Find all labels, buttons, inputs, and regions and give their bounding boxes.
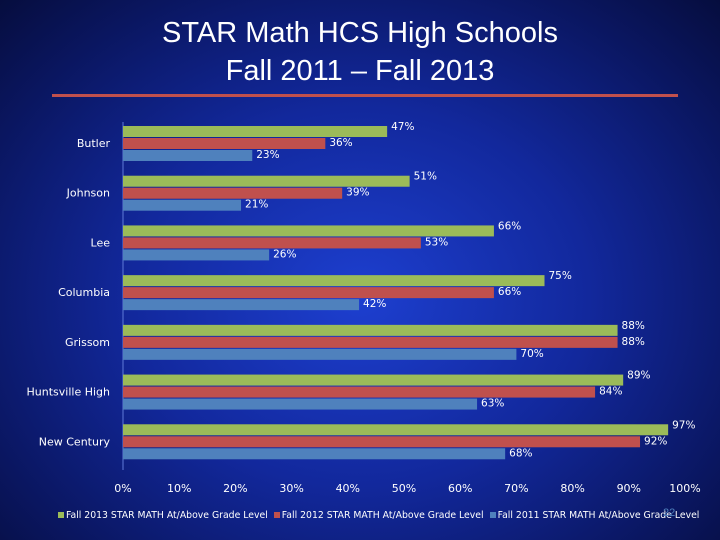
bar-columbia-fall-2011: [123, 299, 360, 311]
data-label-grissom-fall-2013: 88%: [622, 320, 645, 332]
bar-johnson-fall-2011: [123, 199, 242, 211]
bar-johnson-fall-2013: [123, 175, 410, 187]
x-tick-label: 90%: [617, 482, 641, 495]
data-label-lee-fall-2013: 66%: [498, 220, 521, 232]
legend-item-fall-2011: Fall 2011 STAR MATH At/Above Grade Level: [489, 509, 700, 521]
data-label-huntsville-high-fall-2011: 63%: [481, 398, 504, 410]
data-label-columbia-fall-2013: 75%: [549, 270, 572, 282]
data-label-butler-fall-2013: 47%: [391, 121, 414, 133]
bar-columbia-fall-2013: [123, 275, 545, 287]
category-label-columbia: Columbia: [58, 286, 110, 299]
bar-new-century-fall-2011: [123, 448, 506, 460]
bar-huntsville-high-fall-2012: [123, 386, 596, 398]
x-tick-label: 100%: [669, 482, 700, 495]
data-label-new-century-fall-2012: 92%: [644, 435, 667, 447]
x-tick-label: 50%: [392, 482, 416, 495]
data-label-johnson-fall-2012: 39%: [346, 187, 369, 199]
category-label-huntsville-high: Huntsville High: [27, 386, 111, 399]
data-label-butler-fall-2011: 23%: [256, 149, 279, 161]
chart-legend: Fall 2013 STAR MATH At/Above Grade Level…: [58, 508, 703, 522]
bar-butler-fall-2013: [123, 126, 388, 137]
bar-grissom-fall-2012: [123, 336, 618, 348]
data-label-grissom-fall-2012: 88%: [622, 336, 645, 348]
bar-grissom-fall-2013: [123, 324, 618, 336]
legend-label-fall-2013: Fall 2013 STAR MATH At/Above Grade Level: [66, 509, 268, 521]
legend-item-fall-2012: Fall 2012 STAR MATH At/Above Grade Level: [273, 509, 484, 521]
title-line-1: STAR Math HCS High Schools: [162, 17, 558, 49]
bar-butler-fall-2012: [123, 138, 326, 149]
x-tick-label: 20%: [223, 482, 247, 495]
category-label-lee: Lee: [91, 236, 111, 249]
bar-new-century-fall-2013: [123, 424, 669, 436]
category-label-butler: Butler: [77, 137, 111, 150]
data-label-new-century-fall-2013: 97%: [672, 419, 695, 431]
category-label-grissom: Grissom: [65, 336, 110, 349]
title-divider: [52, 94, 678, 97]
bar-huntsville-high-fall-2013: [123, 374, 624, 386]
bar-grissom-fall-2011: [123, 348, 517, 360]
data-label-lee-fall-2011: 26%: [273, 248, 296, 260]
x-tick-label: 10%: [167, 482, 191, 495]
x-tick-label: 80%: [560, 482, 584, 495]
x-tick-label: 70%: [504, 482, 528, 495]
bar-butler-fall-2011: [123, 150, 253, 161]
legend-swatch-fall-2012: [273, 512, 280, 518]
data-label-grissom-fall-2011: 70%: [520, 348, 543, 360]
category-label-new-century: New Century: [39, 435, 111, 448]
category-label-johnson: Johnson: [66, 187, 110, 200]
x-tick-label: 40%: [336, 482, 360, 495]
x-tick-label: 30%: [279, 482, 303, 495]
bar-lee-fall-2011: [123, 249, 270, 261]
data-label-new-century-fall-2011: 68%: [509, 447, 532, 459]
legend-swatch-fall-2011: [489, 512, 496, 518]
data-label-huntsville-high-fall-2012: 84%: [599, 386, 622, 398]
data-label-johnson-fall-2013: 51%: [414, 171, 437, 183]
data-label-columbia-fall-2011: 42%: [363, 298, 386, 310]
data-label-huntsville-high-fall-2013: 89%: [627, 370, 650, 382]
title-line-2: Fall 2011 – Fall 2013: [225, 55, 495, 87]
bar-huntsville-high-fall-2011: [123, 398, 478, 410]
bar-lee-fall-2012: [123, 237, 421, 249]
bar-columbia-fall-2012: [123, 287, 494, 299]
bar-johnson-fall-2012: [123, 187, 343, 199]
slide-number: 22: [663, 507, 676, 519]
legend-label-fall-2011: Fall 2011 STAR MATH At/Above Grade Level: [497, 509, 700, 521]
data-label-johnson-fall-2011: 21%: [245, 199, 268, 211]
legend-swatch-fall-2013: [58, 512, 64, 518]
legend-item-fall-2013: Fall 2013 STAR MATH At/Above Grade Level: [58, 510, 268, 521]
legend-label-fall-2012: Fall 2012 STAR MATH At/Above Grade Level: [281, 509, 484, 521]
data-label-columbia-fall-2012: 66%: [498, 286, 521, 298]
slide-title: STAR Math HCS High Schools Fall 2011 – F…: [0, 14, 720, 90]
data-label-lee-fall-2012: 53%: [425, 236, 448, 248]
x-tick-label: 0%: [114, 482, 131, 495]
x-tick-label: 60%: [448, 482, 472, 495]
data-label-butler-fall-2012: 36%: [329, 137, 352, 149]
bar-lee-fall-2013: [123, 225, 494, 237]
bar-new-century-fall-2012: [123, 436, 641, 448]
